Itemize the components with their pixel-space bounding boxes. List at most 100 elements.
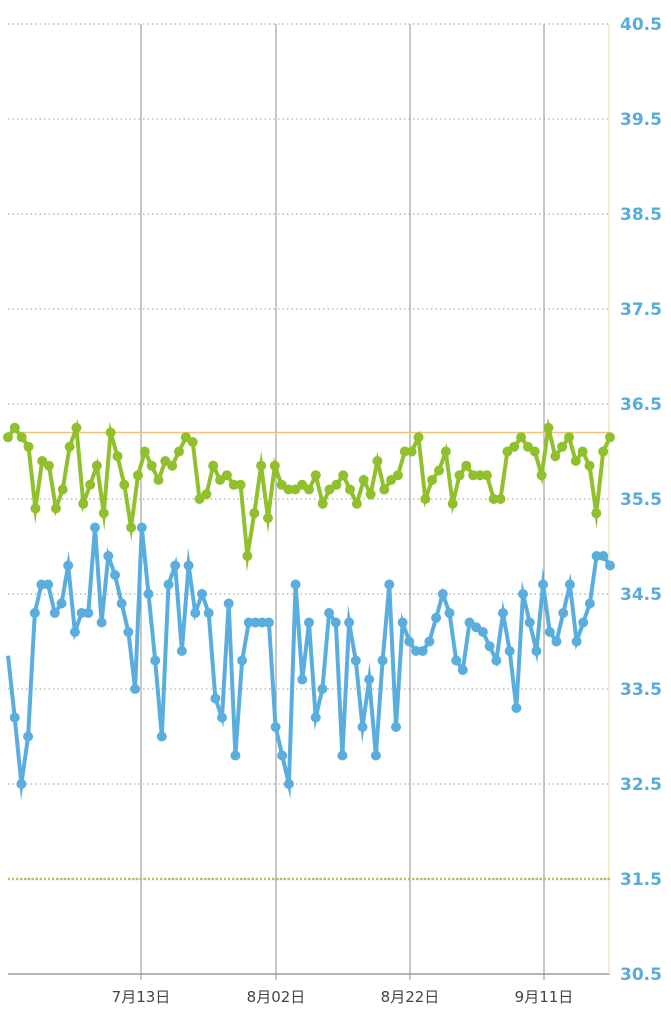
data-point — [324, 608, 334, 618]
data-point — [571, 456, 581, 466]
horizontal-gridlines — [8, 24, 610, 974]
data-point — [605, 432, 615, 442]
data-point — [65, 442, 75, 452]
data-point — [197, 589, 207, 599]
data-point — [461, 461, 471, 471]
data-point — [518, 589, 528, 599]
data-point — [133, 470, 143, 480]
data-point — [537, 470, 547, 480]
data-point — [119, 480, 129, 490]
data-point — [558, 608, 568, 618]
data-point — [543, 423, 553, 433]
data-point — [43, 580, 53, 590]
data-point — [384, 580, 394, 590]
data-point — [455, 470, 465, 480]
data-point — [605, 561, 615, 571]
data-point — [331, 618, 341, 628]
data-point — [177, 646, 187, 656]
y-tick-label: 37.5 — [620, 300, 662, 320]
data-point — [585, 461, 595, 471]
data-point — [157, 732, 167, 742]
data-point — [264, 618, 274, 628]
data-point — [201, 489, 211, 499]
data-point — [137, 523, 147, 533]
data-point — [516, 432, 526, 442]
data-point — [249, 508, 259, 518]
data-point — [317, 684, 327, 694]
data-point — [63, 561, 73, 571]
x-tick-label: 9月11日 — [515, 988, 574, 1006]
data-point — [331, 480, 341, 490]
y-tick-label: 39.5 — [620, 110, 662, 130]
data-point — [304, 485, 314, 495]
data-point — [407, 447, 417, 457]
data-point — [509, 442, 519, 452]
data-point — [188, 437, 198, 447]
x-tick-label: 7月13日 — [112, 988, 171, 1006]
data-point — [538, 580, 548, 590]
data-point — [70, 627, 80, 637]
data-point — [140, 447, 150, 457]
data-point — [24, 442, 34, 452]
data-point — [83, 608, 93, 618]
data-point — [99, 508, 109, 518]
y-tick-label: 35.5 — [620, 490, 662, 510]
data-point — [113, 451, 123, 461]
data-point — [398, 618, 408, 628]
data-point — [418, 646, 428, 656]
data-point — [585, 599, 595, 609]
data-point — [505, 646, 515, 656]
data-point — [311, 713, 321, 723]
data-point — [511, 703, 521, 713]
data-point — [393, 470, 403, 480]
data-point — [531, 646, 541, 656]
data-point — [16, 779, 26, 789]
data-point — [414, 432, 424, 442]
data-point — [224, 599, 234, 609]
data-point — [30, 608, 40, 618]
data-point — [451, 656, 461, 666]
y-tick-label: 30.5 — [620, 965, 662, 985]
data-point — [44, 461, 54, 471]
data-point — [210, 694, 220, 704]
data-point — [78, 499, 88, 509]
data-point — [318, 499, 328, 509]
y-axis-ticks: 40.5 39.5 38.5 37.5 36.5 35.5 34.5 33.5 32.5 31.5… — [620, 15, 662, 985]
data-point — [431, 613, 441, 623]
data-point — [424, 637, 434, 647]
data-point — [564, 432, 574, 442]
data-point — [485, 641, 495, 651]
data-point — [51, 504, 61, 514]
data-point — [236, 480, 246, 490]
data-point — [167, 461, 177, 471]
data-point — [598, 551, 608, 561]
x-tick-label: 8月22日 — [381, 988, 440, 1006]
data-point — [147, 461, 157, 471]
data-point — [90, 523, 100, 533]
data-point — [291, 580, 301, 590]
data-point — [184, 561, 194, 571]
y-tick-label: 38.5 — [620, 205, 662, 225]
y-tick-label: 34.5 — [620, 585, 662, 605]
data-point — [371, 751, 381, 761]
data-point — [256, 461, 266, 471]
data-point — [154, 475, 164, 485]
data-point — [204, 608, 214, 618]
y-tick-label: 40.5 — [620, 15, 662, 35]
series-2 — [8, 523, 615, 790]
data-point — [217, 713, 227, 723]
data-point — [352, 499, 362, 509]
data-point — [351, 656, 361, 666]
data-point — [58, 485, 68, 495]
series-line — [8, 528, 610, 785]
data-point — [345, 485, 355, 495]
data-point — [338, 470, 348, 480]
data-point — [23, 732, 33, 742]
data-point — [565, 580, 575, 590]
data-point — [230, 751, 240, 761]
data-point — [420, 494, 430, 504]
data-point — [482, 470, 492, 480]
data-point — [242, 551, 252, 561]
data-point — [366, 489, 376, 499]
data-point — [106, 428, 116, 438]
